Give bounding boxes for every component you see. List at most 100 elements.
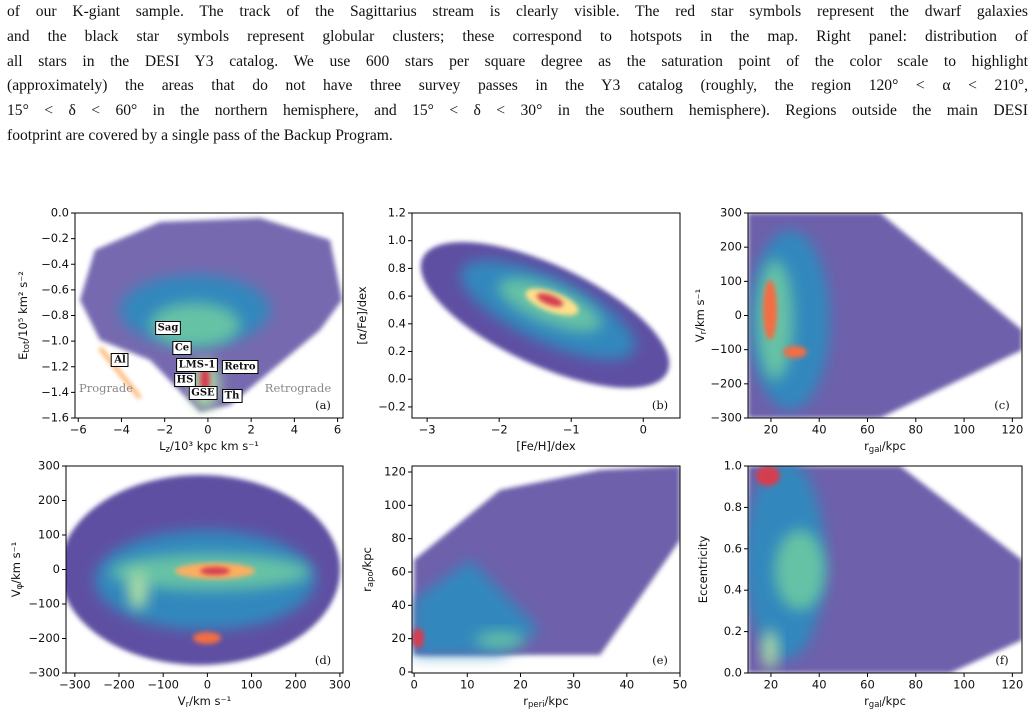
y-tick-label: 0.0 (51, 206, 69, 220)
y-tick-label: −0.6 (41, 282, 69, 296)
y-tick-label: −1.6 (41, 411, 69, 425)
y-tick-label: −1.2 (41, 359, 69, 373)
y-tick-label: −300 (710, 411, 742, 425)
label-part: r (523, 694, 528, 708)
label-part: Eccentricity (696, 536, 710, 604)
panel-label: (d) (315, 653, 331, 667)
density-map (66, 475, 340, 665)
x-tick-label: 6 (334, 423, 341, 437)
x-tick-label: 80 (908, 423, 923, 437)
label-subscript: tot (22, 340, 32, 353)
density-map (748, 466, 1022, 673)
axis-label: rgal/kpc (864, 694, 906, 710)
panel-label: (b) (652, 398, 668, 412)
caption-line: all stars in the DESI Y3 catalog. We use… (7, 52, 1028, 70)
label-part: V (693, 334, 707, 342)
label-box (188, 386, 218, 400)
caption-line: 15° < δ < 60° in the northern hemisphere… (7, 102, 1028, 120)
label-box (172, 341, 192, 355)
x-tick-label: 4 (291, 423, 298, 437)
y-tick-label: 0.6 (724, 541, 742, 555)
y-tick-label: 0.2 (388, 344, 406, 358)
y-tick-label: 100 (720, 274, 742, 288)
substructure-label: Al (110, 353, 129, 367)
y-tick-label: 0.6 (388, 289, 406, 303)
x-tick-label: 300 (329, 678, 351, 692)
x-tick-label: 120 (1001, 678, 1023, 692)
y-tick-label: 0.8 (724, 500, 742, 514)
y-tick-label: −0.8 (41, 308, 69, 322)
label-part: /kpc (360, 547, 374, 571)
y-tick-label: 20 (391, 631, 406, 645)
label-part: [Fe/H]/dex (516, 439, 576, 453)
axis-label: Vr/km s⁻¹ (178, 694, 231, 710)
y-tick-label: −200 (28, 631, 60, 645)
x-tick-label: −300 (59, 678, 91, 692)
y-tick-label: 1.0 (724, 459, 742, 473)
label-part: /km s⁻¹ (189, 694, 231, 708)
y-tick-label: 1.0 (388, 233, 406, 247)
y-tick-label: 60 (391, 565, 406, 579)
label-text: Ce (175, 343, 189, 354)
caption-line: of our K-giant sample. The track of the … (7, 3, 1028, 20)
y-tick-label: 0.2 (724, 624, 742, 638)
substructure-label: GSE (188, 386, 218, 400)
x-tick-label: −200 (103, 678, 135, 692)
y-tick-label: 100 (38, 528, 60, 542)
x-tick-label: 40 (620, 678, 635, 692)
y-tick-label: −1.0 (41, 334, 69, 348)
y-tick-label: 1.2 (388, 206, 406, 220)
y-tick-label: −0.2 (378, 399, 406, 413)
panel-label: (f) (995, 653, 1008, 667)
caption: of our K-giant sample. The track of the … (7, 0, 1028, 149)
x-tick-label: 20 (513, 678, 528, 692)
plot-frame (411, 465, 681, 674)
label-part: /kpc (882, 694, 906, 708)
label-box (174, 373, 196, 387)
x-tick-label: 20 (764, 678, 779, 692)
y-tick-label: 100 (384, 498, 406, 512)
axis-label: [α/Fe]/dex (355, 286, 369, 345)
axis-label: rapo/kpc (360, 547, 376, 592)
axis-label: rperi/kpc (523, 694, 568, 710)
label-box (155, 321, 181, 335)
x-tick-label: −4 (113, 423, 130, 437)
label-part: E (16, 353, 30, 360)
label-subscript: r (186, 700, 190, 710)
label-box (110, 353, 129, 367)
label-text: Th (225, 391, 240, 402)
label-subscript: gal (869, 445, 882, 455)
caption-line: and the black star symbols represent glo… (7, 27, 1028, 45)
x-tick-label: 40 (812, 423, 827, 437)
x-tick-label: 100 (953, 678, 975, 692)
panel-label: (c) (994, 398, 1009, 412)
x-tick-label: −100 (147, 678, 179, 692)
caption-line: footprint are covered by a single pass o… (7, 126, 393, 144)
y-tick-label: −300 (28, 666, 60, 680)
label-part: /10⁵ km² s⁻² (16, 271, 30, 341)
panel-label: (e) (652, 653, 668, 667)
y-tick-label: 0.0 (724, 666, 742, 680)
x-tick-label: 10 (460, 678, 475, 692)
plot-frame (747, 465, 1023, 674)
caption-line: (approximately) the areas that do not ha… (7, 77, 1028, 95)
label-subscript: z (166, 445, 171, 455)
y-tick-label: 40 (391, 598, 406, 612)
label-box (176, 358, 218, 372)
y-tick-label: −0.4 (41, 257, 69, 271)
y-tick-label: 200 (38, 493, 60, 507)
x-tick-label: 60 (860, 678, 875, 692)
x-tick-label: 0 (640, 423, 647, 437)
x-tick-label: 30 (566, 678, 581, 692)
axis-label: Vφ/km s⁻¹ (9, 542, 25, 598)
substructure-label: Retro (221, 360, 259, 374)
substructure-label: Th (222, 389, 243, 403)
label-subscript: gal (869, 700, 882, 710)
x-tick-label: 0 (204, 678, 211, 692)
label-text: HS (177, 375, 194, 386)
label-subscript: apo (366, 571, 376, 587)
label-part: /10³ kpc km s⁻¹ (170, 439, 259, 453)
label-part: L (159, 439, 166, 453)
x-tick-label: 50 (673, 678, 688, 692)
